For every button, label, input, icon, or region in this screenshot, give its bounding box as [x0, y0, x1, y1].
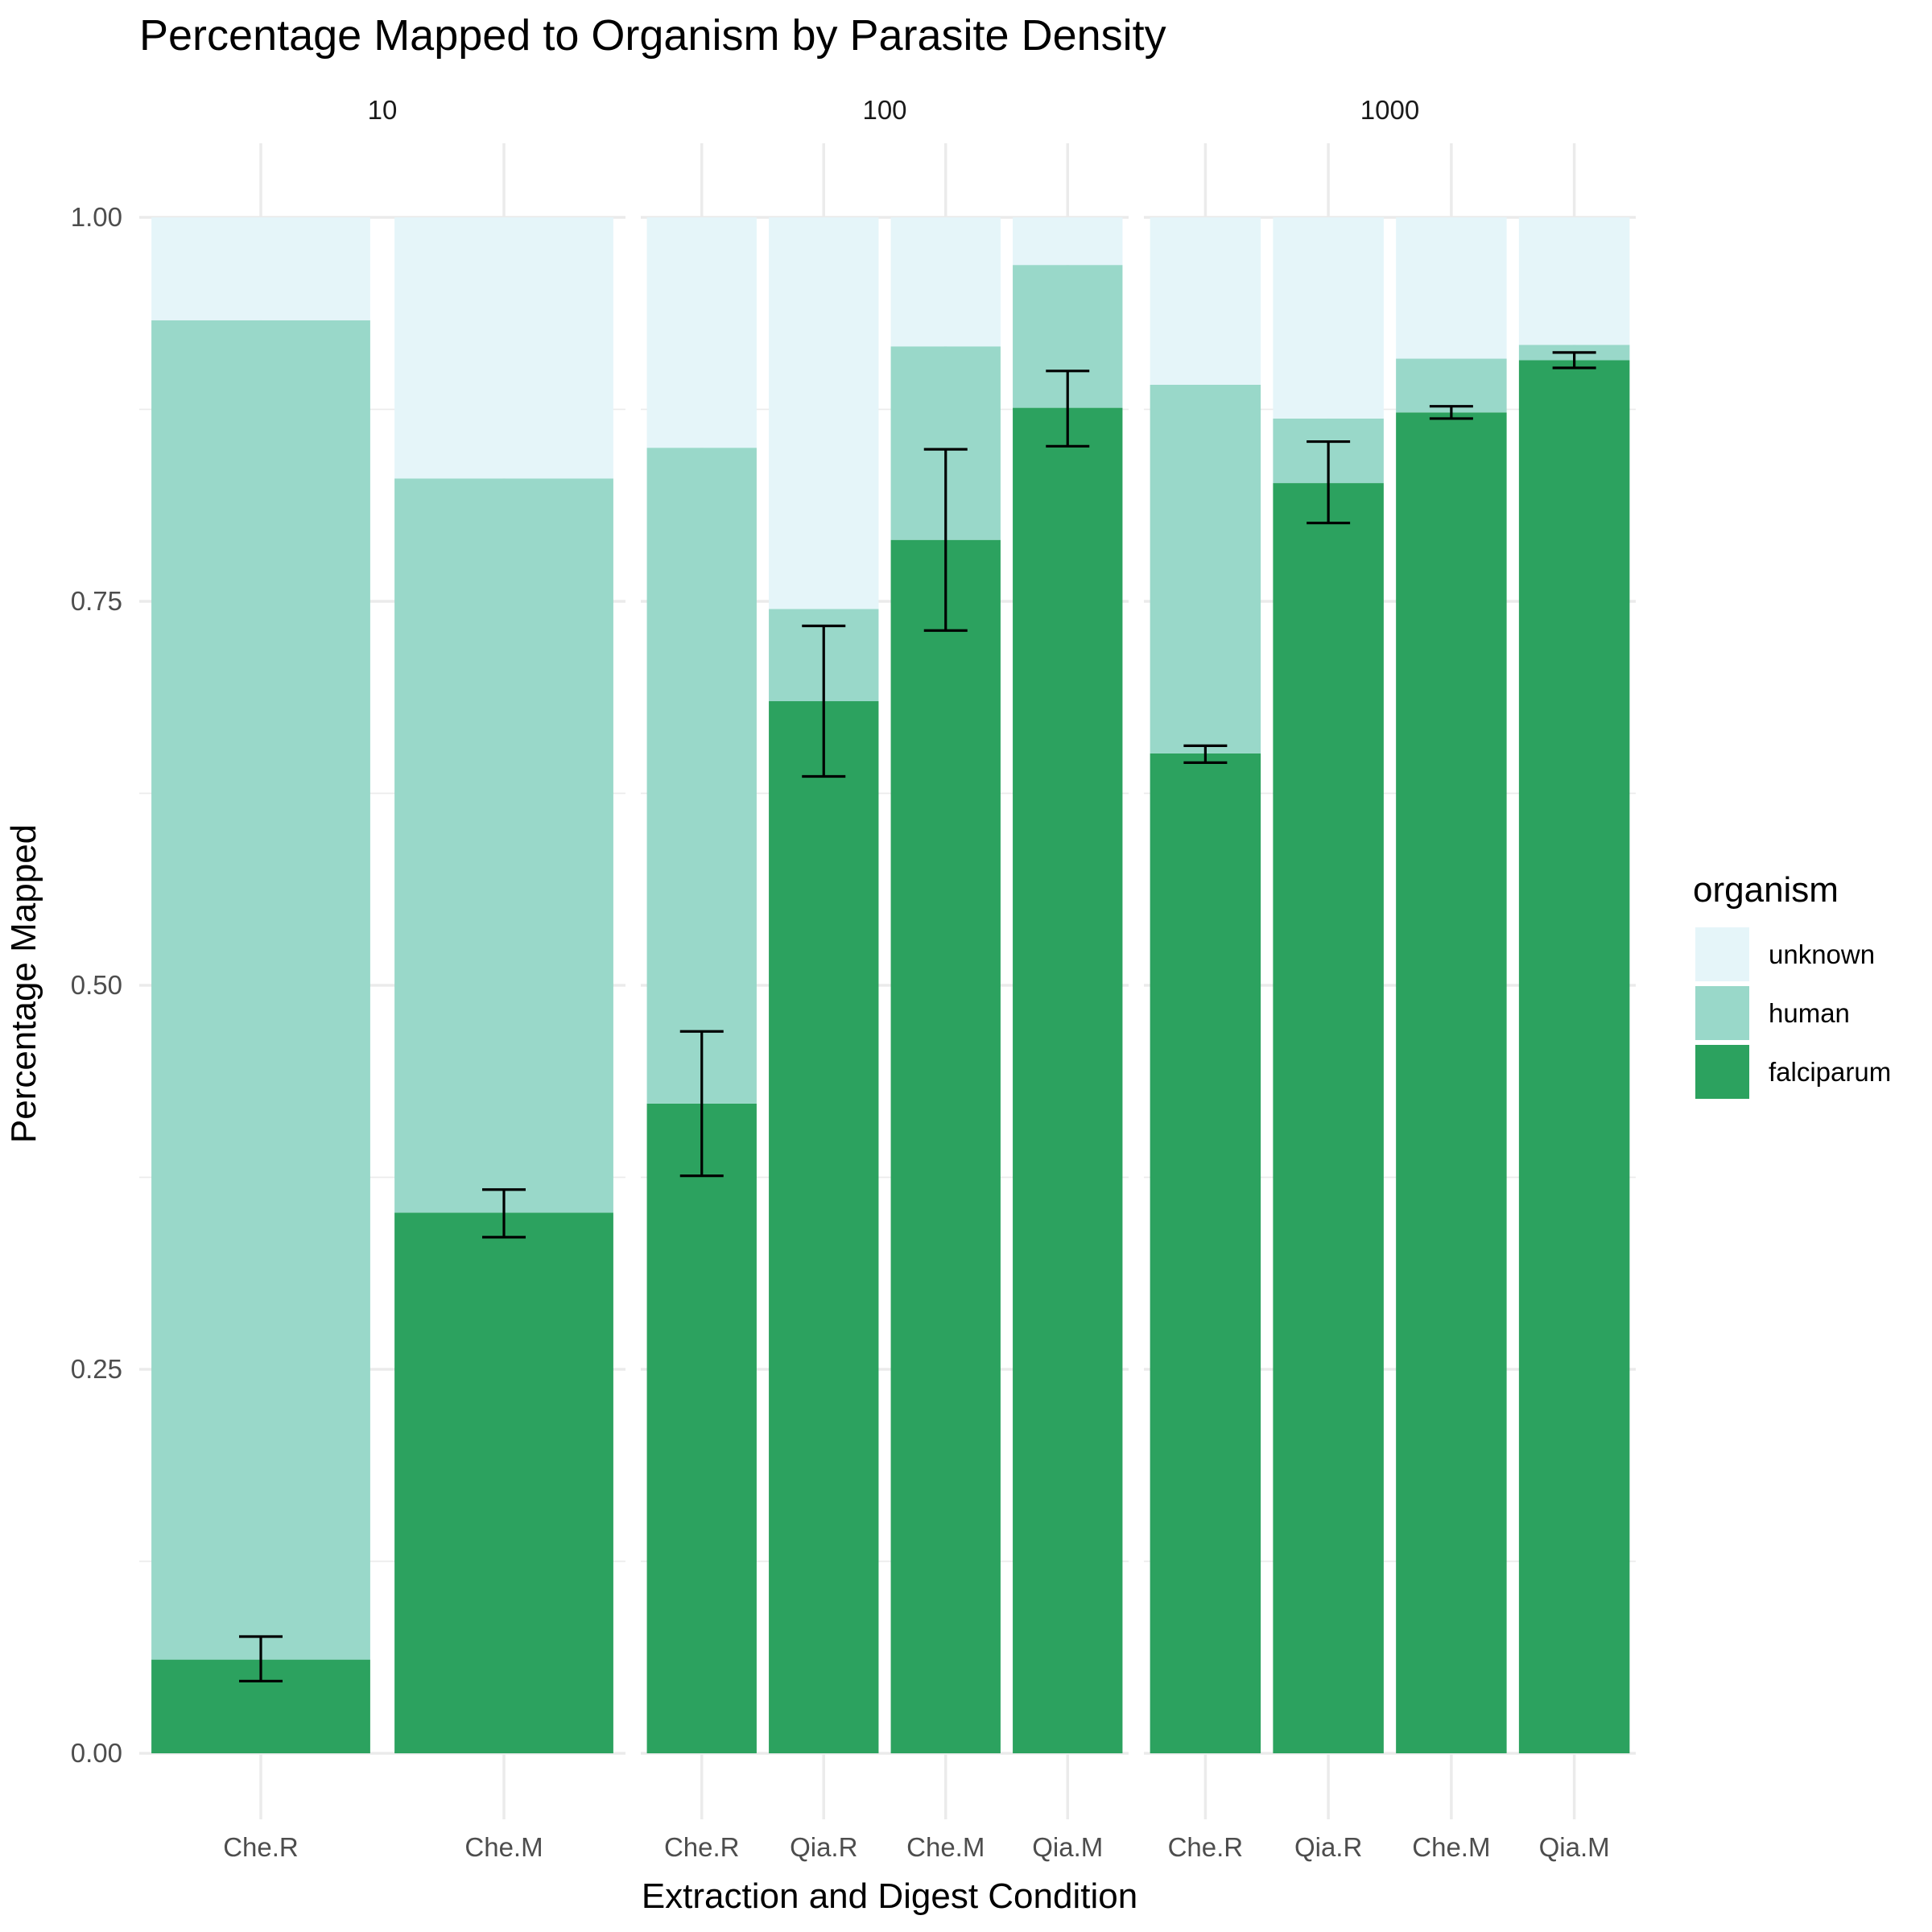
x-tick-label: Che.M: [1412, 1832, 1490, 1862]
legend-label-unknown: unknown: [1769, 939, 1875, 969]
bar-falciparum: [769, 701, 879, 1753]
bar-unknown: [890, 217, 1001, 347]
chart-title: Percentage Mapped to Organism by Parasit…: [139, 11, 1166, 60]
facet-panels: 0.00 0.25 0.50 0.75 1.00 10 Che.R Che.M 100 Che.R…: [71, 95, 1636, 1862]
error-bar: [679, 1030, 724, 1178]
bar-human: [151, 320, 370, 1660]
x-tick-label: Che.R: [223, 1832, 299, 1862]
facet-strip-label: 1000: [1360, 95, 1419, 125]
x-tick-label: Qia.M: [1032, 1832, 1103, 1862]
bar-unknown: [151, 217, 370, 320]
facet-panel-10: 10 Che.R Che.M: [139, 95, 625, 1862]
bar-unknown: [1150, 217, 1261, 385]
error-bar: [1429, 405, 1473, 420]
bar-falciparum: [394, 1212, 613, 1753]
legend-label-human: human: [1769, 998, 1850, 1028]
y-tick-label: 0.25: [71, 1354, 122, 1384]
x-tick-label: Qia.R: [1294, 1832, 1362, 1862]
bar-unknown: [1013, 217, 1123, 266]
bar-falciparum: [1273, 483, 1384, 1753]
bar-falciparum: [890, 539, 1001, 1754]
legend: organism unknown human falciparum: [1693, 870, 1891, 1099]
bar-falciparum: [1518, 360, 1630, 1754]
error-bar: [1307, 440, 1351, 525]
facet-panel-1000: 1000 Che.R Qia.R Che.M Qia.M: [1144, 95, 1636, 1862]
bar-unknown: [1273, 217, 1384, 419]
bar-unknown: [1396, 217, 1507, 359]
bar-unknown: [769, 217, 879, 609]
facet-strip-label: 10: [368, 95, 398, 125]
bar-human: [394, 478, 613, 1213]
bar-falciparum: [1396, 412, 1507, 1754]
error-bar: [482, 1188, 526, 1239]
error-bar: [1183, 744, 1228, 764]
y-tick-label: 1.00: [71, 202, 122, 232]
facet-strip-label: 100: [862, 95, 906, 125]
x-tick-label: Qia.R: [790, 1832, 857, 1862]
legend-key-unknown: [1695, 927, 1749, 981]
x-tick-label: Che.M: [906, 1832, 985, 1862]
x-tick-label: Qia.M: [1539, 1832, 1610, 1862]
bar-human: [1150, 384, 1261, 753]
y-tick-label: 0.75: [71, 586, 122, 616]
error-bar: [239, 1635, 283, 1682]
x-tick-label: Che.R: [1168, 1832, 1244, 1862]
bar-falciparum: [1150, 753, 1261, 1753]
x-tick-label: Che.R: [664, 1832, 740, 1862]
error-bar: [802, 624, 846, 778]
bar-human: [646, 448, 757, 1104]
y-tick-label: 0.50: [71, 970, 122, 1000]
legend-label-falciparum: falciparum: [1769, 1057, 1891, 1087]
bar-unknown: [646, 217, 757, 448]
bar-falciparum: [1013, 407, 1123, 1753]
error-bar: [923, 448, 968, 632]
bar-unknown: [394, 217, 613, 479]
y-tick-label: 0.00: [71, 1738, 122, 1768]
bar-falciparum: [646, 1103, 757, 1753]
error-bar: [1046, 369, 1090, 448]
bar-human: [1396, 358, 1507, 413]
x-axis-title: Extraction and Digest Condition: [642, 1876, 1137, 1916]
y-axis-title: Percentage Mapped: [4, 824, 43, 1143]
error-bar: [1552, 351, 1596, 369]
legend-title: organism: [1693, 870, 1839, 910]
legend-key-falciparum: [1695, 1045, 1749, 1099]
legend-key-human: [1695, 986, 1749, 1040]
bar-unknown: [1518, 217, 1630, 345]
x-tick-label: Che.M: [464, 1832, 543, 1862]
facet-panel-100: 100 Che.R Qia.R Che.M Qia.M: [641, 95, 1129, 1862]
